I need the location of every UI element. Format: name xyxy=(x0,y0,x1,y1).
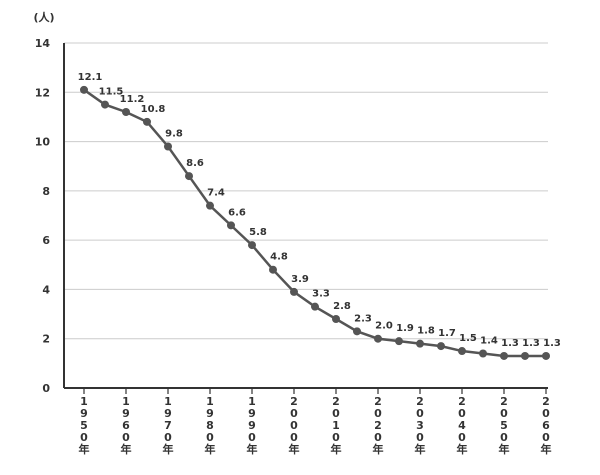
y-tick-label: 8 xyxy=(42,185,50,198)
data-label: 4.8 xyxy=(270,252,288,263)
data-label: 10.8 xyxy=(141,104,166,115)
axes xyxy=(63,43,548,389)
data-labels: 12.1 11.511.210.8 9.8 8.6 7.46.65.8 4.83.93.3… xyxy=(78,72,561,349)
data-point xyxy=(500,351,508,360)
data-point xyxy=(164,142,172,151)
x-tick-labels: 1 9 5 0 年 1 9 6 0 年 1 9 7 0 年 1 9 8 0 年 1 9 9 0 年 2 0 0 0 年 2 0 1 0 年 2 0 2 0 年… xyxy=(79,395,552,456)
data-label: 1.9 xyxy=(396,323,414,334)
y-axis-label: (人) xyxy=(33,10,54,24)
data-point xyxy=(353,327,361,336)
data-point xyxy=(311,302,319,311)
data-point xyxy=(374,334,382,343)
x-tick-marks xyxy=(83,388,547,394)
data-label: 1.3 xyxy=(501,338,519,349)
data-point xyxy=(101,100,109,109)
y-tick-label: 12 xyxy=(35,86,50,99)
data-point xyxy=(80,85,88,94)
data-label: 9.8 xyxy=(165,129,183,140)
data-label: 3.9 xyxy=(291,274,309,285)
data-label: 2.8 xyxy=(333,301,351,312)
data-point xyxy=(290,287,298,296)
data-point xyxy=(332,315,340,323)
data-point xyxy=(269,265,277,274)
y-tick-label: 4 xyxy=(42,283,50,296)
series-path xyxy=(83,88,546,358)
data-point xyxy=(416,339,424,348)
data-point xyxy=(458,347,466,356)
data-point xyxy=(521,351,529,360)
data-point xyxy=(185,172,193,181)
y-tick-label: 14 xyxy=(35,37,51,50)
data-label: 1.8 xyxy=(417,326,435,337)
data-label: 2.3 xyxy=(354,313,372,324)
data-point xyxy=(227,221,235,230)
data-label: 11.2 xyxy=(120,94,145,105)
data-point xyxy=(479,349,487,358)
data-label: 5.8 xyxy=(249,227,267,238)
data-point xyxy=(395,337,403,346)
series-line xyxy=(83,88,546,358)
data-label: 1.3 xyxy=(543,338,561,349)
data-label: 1.3 xyxy=(522,338,540,349)
data-point xyxy=(122,108,130,116)
data-label: 1.5 xyxy=(459,333,477,344)
data-label: 8.6 xyxy=(186,158,204,169)
data-point xyxy=(437,342,445,351)
gridlines xyxy=(64,42,548,340)
data-points xyxy=(80,85,550,360)
y-tick-labels: 0 2 4 6 8 10 12 14 xyxy=(35,37,51,395)
data-label: 7.4 xyxy=(207,188,225,199)
y-tick-label: 6 xyxy=(42,234,50,247)
data-point xyxy=(206,201,214,210)
data-label: 1.4 xyxy=(480,336,498,347)
data-point xyxy=(248,241,256,250)
data-label: 11.5 xyxy=(99,87,124,98)
data-label: 1.7 xyxy=(438,328,456,339)
data-label: 12.1 xyxy=(78,72,103,83)
y-tick-label: 0 xyxy=(42,382,50,395)
data-label: 2.0 xyxy=(375,321,393,332)
y-tick-label: 10 xyxy=(35,136,51,149)
data-point xyxy=(143,117,151,126)
data-point xyxy=(542,351,550,360)
y-tick-label: 2 xyxy=(42,333,50,346)
data-label: 3.3 xyxy=(312,289,330,300)
data-label: 6.6 xyxy=(228,207,246,218)
